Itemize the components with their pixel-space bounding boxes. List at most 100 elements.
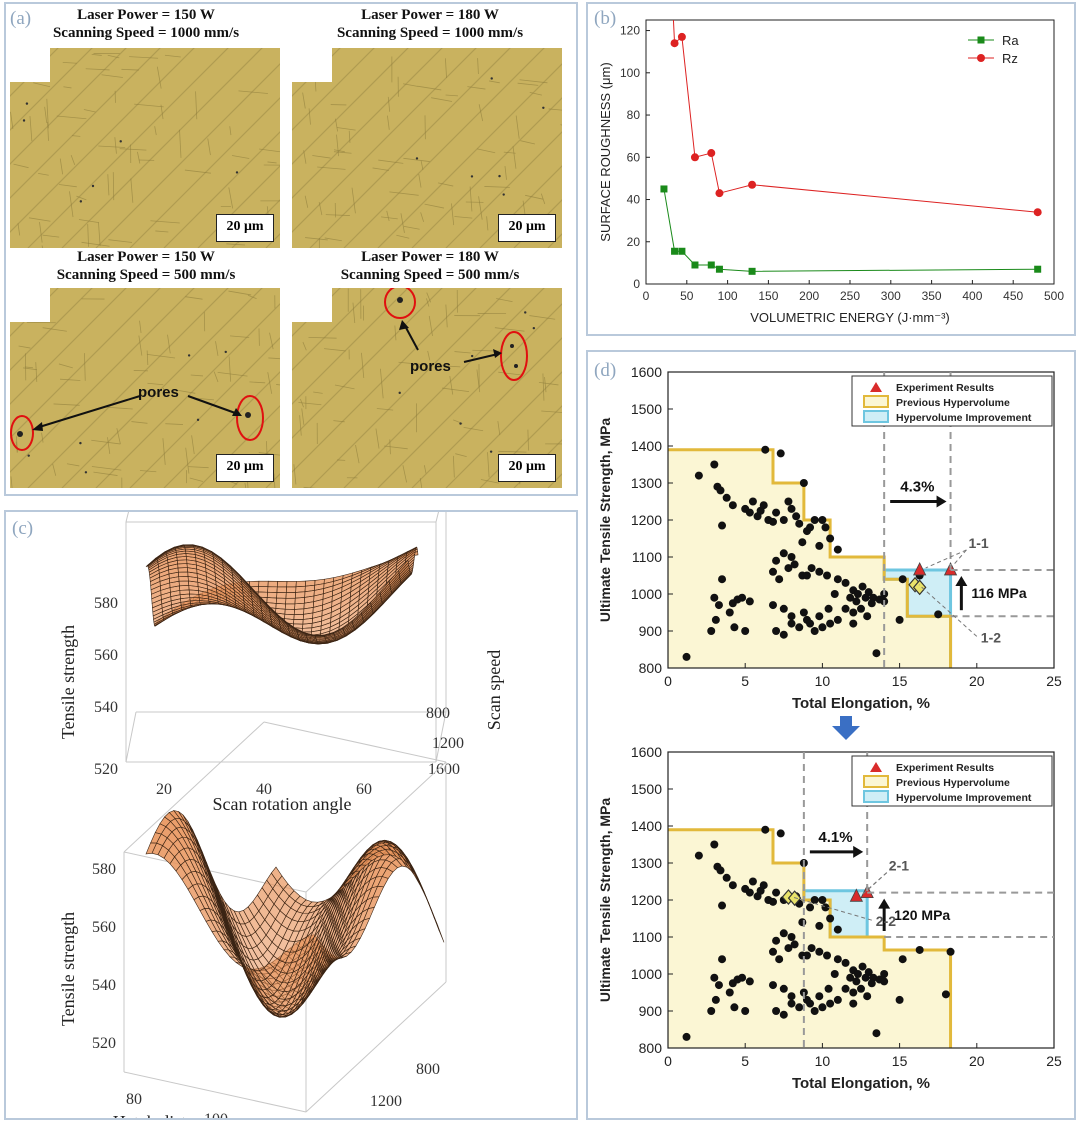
data-point-Ra (1034, 265, 1042, 273)
grain-boundary (42, 327, 67, 332)
grain-boundary (230, 335, 250, 338)
surface-plots: 520 540 560 580 20 40 60 800 1200 1600 Tensile str… (58, 512, 504, 1118)
grain-boundary (213, 371, 219, 383)
pore-circle (236, 395, 264, 441)
surface-cell (284, 603, 296, 610)
grain-boundary (355, 444, 360, 464)
data-point (880, 970, 889, 978)
grain-boundary (376, 408, 394, 411)
surface-cell (178, 580, 190, 587)
grain-boundary (62, 62, 77, 64)
grain-boundary (467, 86, 486, 90)
grain-boundary (519, 79, 548, 84)
grain-boundary (146, 353, 176, 359)
surface-cell (248, 580, 260, 588)
grain-boundary (396, 234, 410, 239)
grain-boundary (324, 237, 342, 242)
surface-plot-2: 5205405605808010012080012001600Tensile s… (58, 721, 447, 1118)
surface-cell (267, 580, 278, 588)
candidate-point (912, 579, 927, 596)
grain-boundary (189, 477, 203, 482)
data-point (826, 534, 835, 543)
data-point-Rz (715, 189, 724, 198)
y-tick-label: 800 (416, 1061, 440, 1078)
x-tick-label: 300 (881, 289, 901, 303)
data-point-Ra (691, 261, 699, 269)
data-point (798, 538, 807, 547)
scan-track (95, 63, 280, 248)
data-point (761, 825, 770, 834)
panel-b: (b) 0 50 100 150 200 250 300 350 400 450 500 0 20 40 6… (586, 2, 1076, 336)
grain-boundary (81, 241, 110, 247)
data-point (710, 593, 719, 602)
micrograph-3: pores 20 μm (10, 288, 280, 488)
grain-boundary (313, 391, 323, 394)
grain-boundary (454, 351, 471, 354)
legend-marker (870, 762, 882, 772)
surface-cell (286, 581, 297, 588)
grain-boundary (41, 245, 44, 248)
y-tick-label: 1200 (370, 1093, 402, 1110)
grain-boundary (304, 195, 309, 208)
grain-boundary (107, 174, 110, 196)
grain-boundary (10, 476, 13, 488)
y-tick-label: 1100 (632, 549, 662, 565)
data-point (779, 604, 788, 613)
scan-track (309, 288, 511, 488)
x-tick-label: 0 (664, 673, 672, 689)
surface-cell (266, 591, 278, 599)
data-point (787, 619, 796, 628)
data-point (934, 610, 943, 619)
data-point-Ra (715, 265, 723, 273)
grain-boundary (486, 216, 489, 231)
data-point (830, 970, 839, 978)
inclusion (119, 140, 122, 143)
data-point (833, 955, 842, 964)
data-point (895, 995, 904, 1004)
data-point (799, 479, 808, 487)
inclusion (470, 354, 474, 358)
grain-boundary (130, 178, 134, 203)
point-label-bottom: 2-2 (876, 913, 896, 929)
grain-boundary (308, 336, 337, 339)
x-axis-label: Total Elongation, % (792, 1075, 930, 1092)
grain-boundary (529, 91, 542, 96)
grain-boundary (52, 463, 57, 476)
legend-label: Ra (1002, 33, 1019, 48)
grain-boundary (244, 482, 247, 488)
y-axis-label: SURFACE ROUGHNESS (μm) (598, 62, 613, 241)
scan-track (231, 199, 280, 248)
y-tick-label: 40 (627, 193, 641, 207)
grain-boundary (147, 382, 164, 386)
grain-boundary (428, 315, 433, 337)
micrograph-1-title: Laser Power = 150 W Scanning Speed = 100… (26, 6, 266, 42)
improvement-arrowhead (853, 845, 864, 858)
y-tick-label: 1300 (631, 475, 662, 491)
grain-boundary (312, 155, 331, 159)
x-tick-label: 15 (892, 1053, 908, 1069)
point-label-top: 1-1 (968, 535, 988, 551)
scan-track (129, 97, 280, 248)
x-tick-label: 250 (840, 289, 860, 303)
data-point (768, 947, 777, 956)
scan-track (10, 288, 127, 405)
grain-boundary (476, 369, 481, 393)
data-point (790, 560, 799, 569)
surface-cell (179, 585, 190, 591)
x-axis-label: Total Elongation, % (792, 695, 930, 712)
micrograph-3-texture (10, 288, 280, 488)
data-point (768, 981, 777, 990)
y-tick-label: 0 (633, 277, 640, 291)
grain-boundary (384, 445, 408, 450)
data-point (745, 508, 754, 517)
surface-cell (285, 592, 296, 599)
inclusion (470, 175, 474, 178)
grain-boundary (302, 92, 306, 109)
grain-boundary (59, 378, 81, 381)
surface-cell (285, 597, 296, 605)
data-point (807, 944, 816, 953)
axis-box-edge (305, 981, 447, 1113)
z-tick-label: 520 (94, 761, 118, 778)
experiment-point (849, 888, 864, 902)
grain-boundary (217, 371, 248, 377)
